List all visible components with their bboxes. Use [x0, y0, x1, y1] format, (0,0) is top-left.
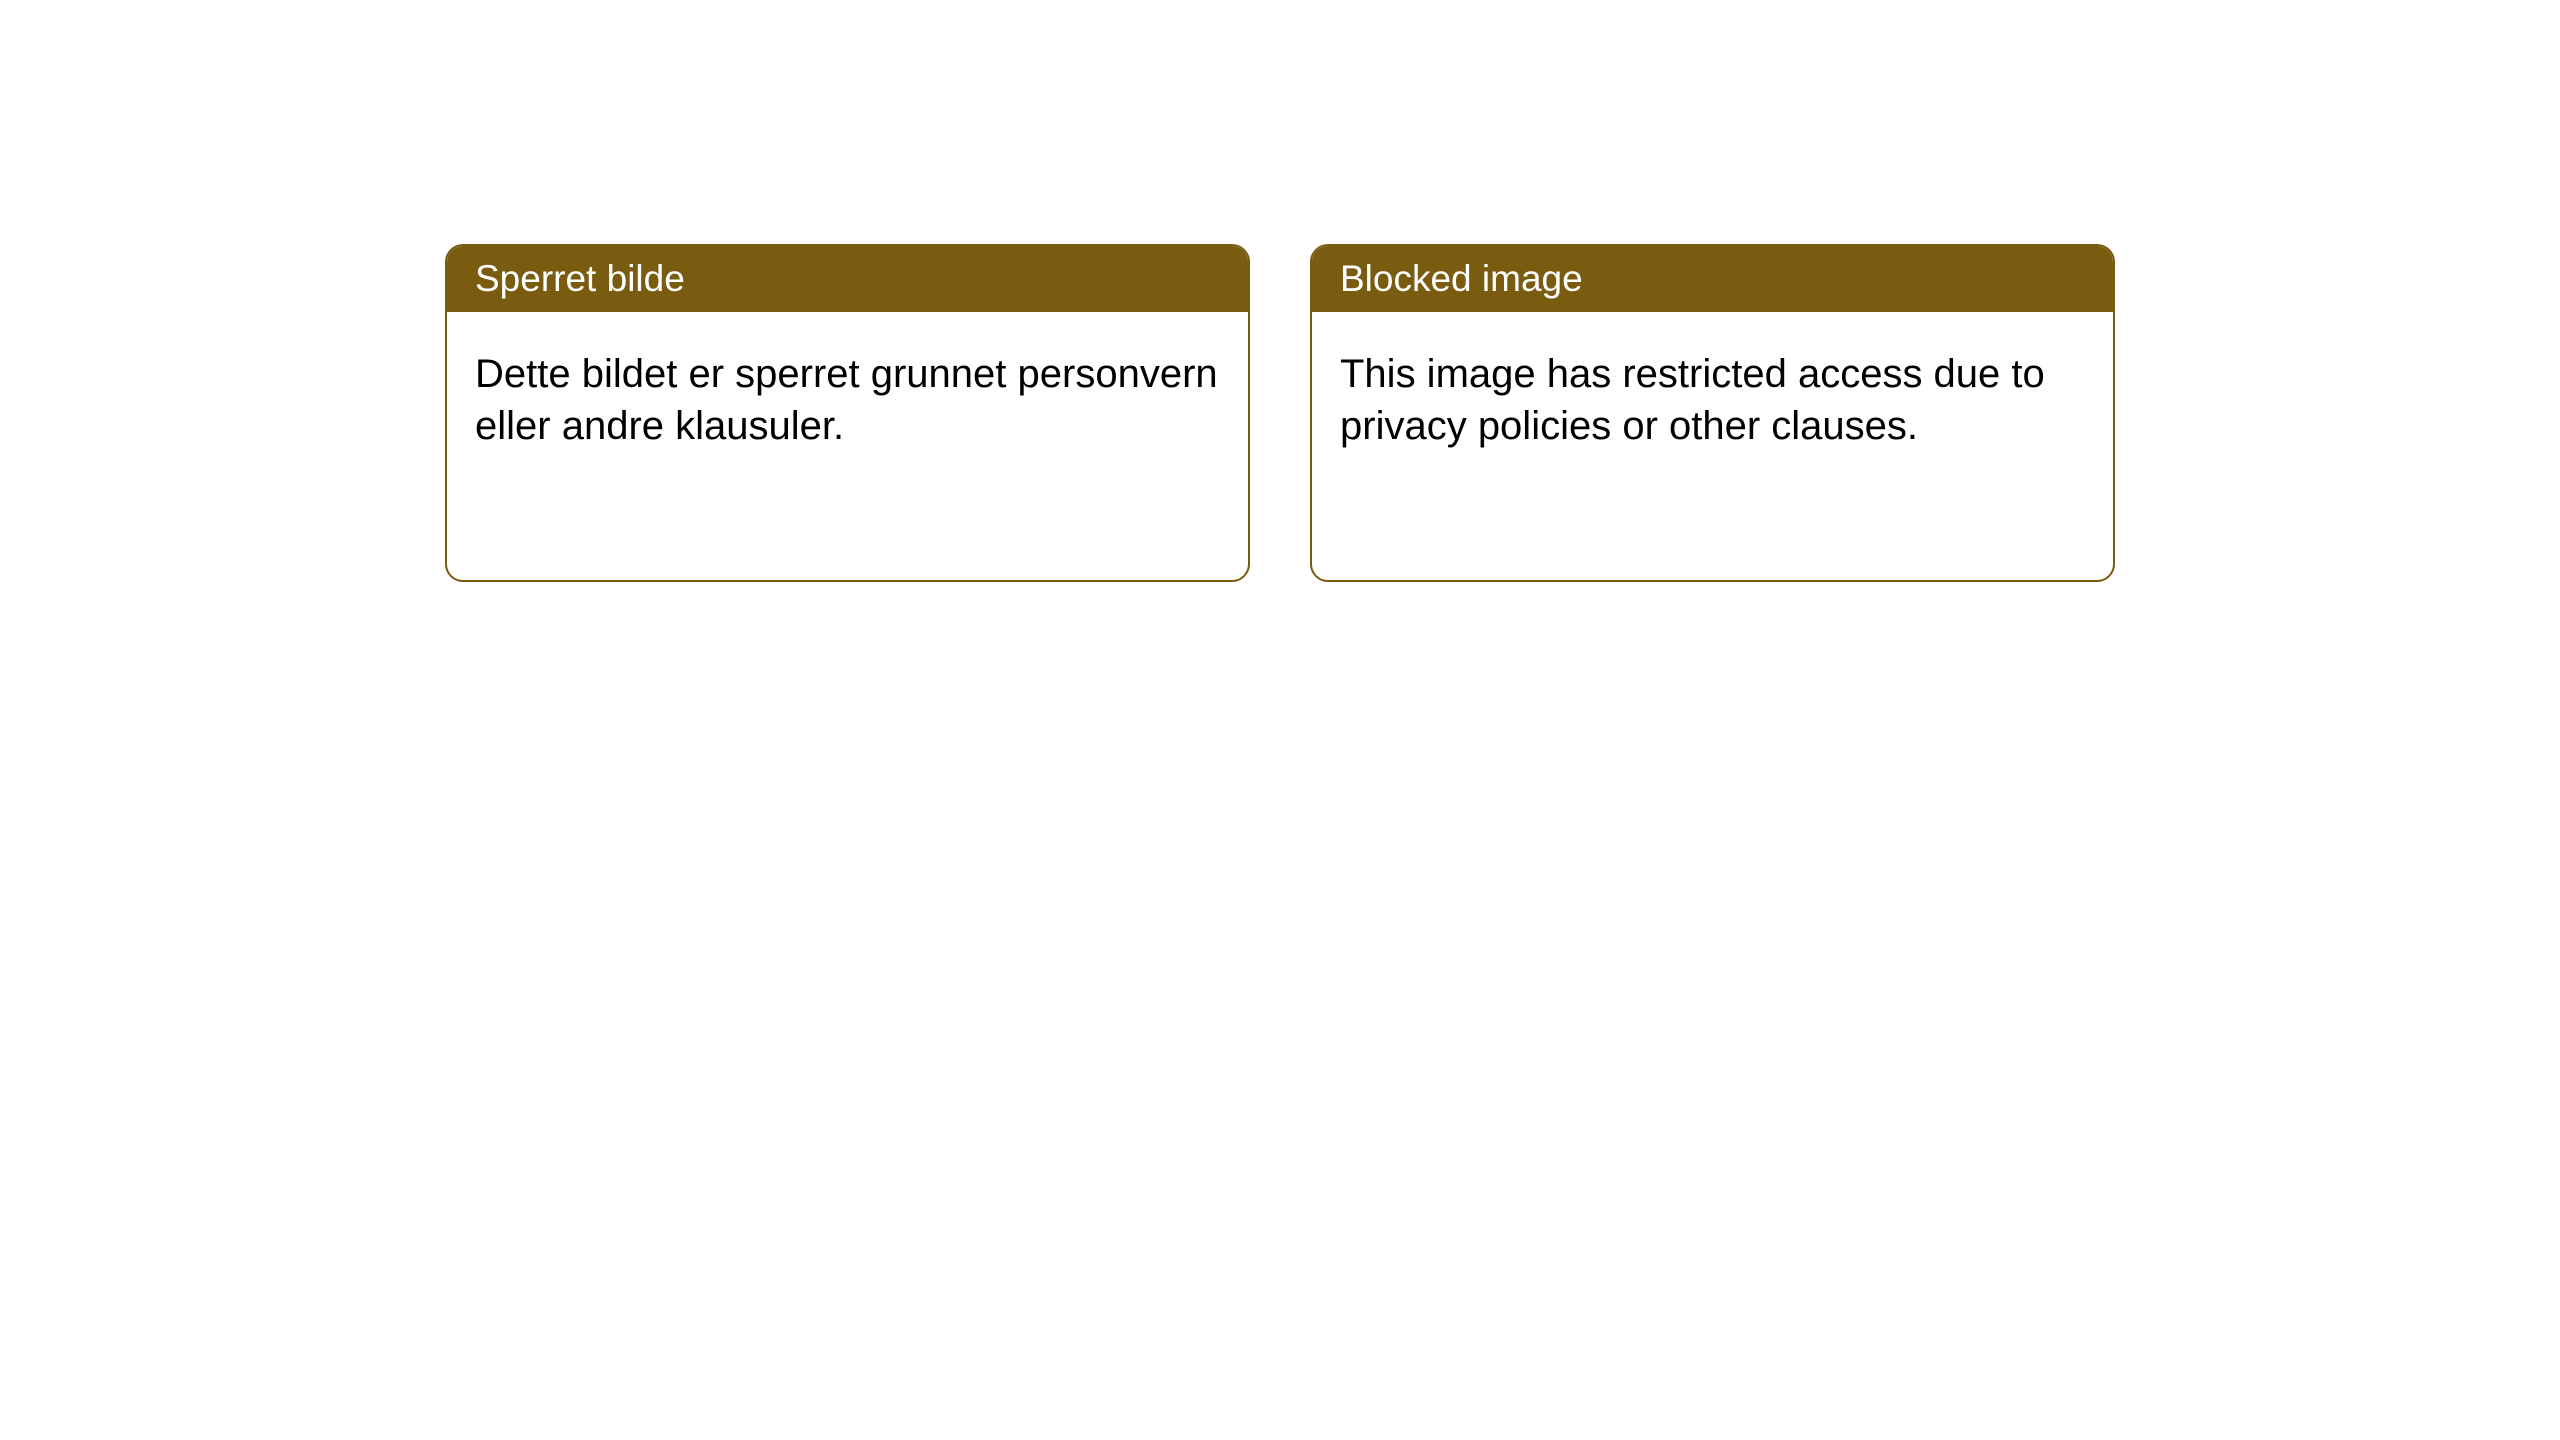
notice-container: Sperret bilde Dette bildet er sperret gr…: [445, 244, 2115, 1440]
card-body: Dette bildet er sperret grunnet personve…: [447, 312, 1248, 488]
notice-card-norwegian: Sperret bilde Dette bildet er sperret gr…: [445, 244, 1250, 582]
card-header: Sperret bilde: [447, 246, 1248, 312]
card-header: Blocked image: [1312, 246, 2113, 312]
card-body: This image has restricted access due to …: [1312, 312, 2113, 488]
notice-card-english: Blocked image This image has restricted …: [1310, 244, 2115, 582]
